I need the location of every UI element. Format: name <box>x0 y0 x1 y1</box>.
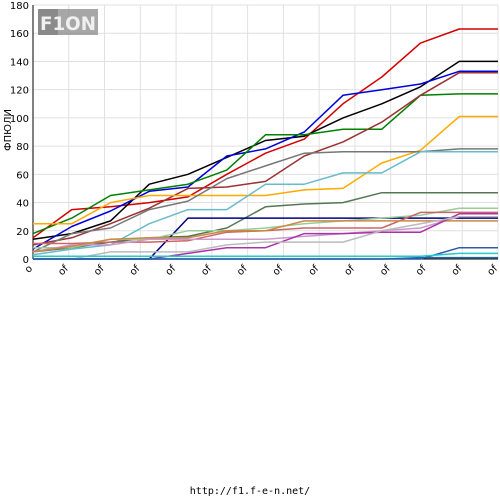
x-tick-label: of <box>378 263 393 278</box>
x-tick-label: of <box>450 263 465 278</box>
y-tick-label: 160 <box>10 29 29 40</box>
series-line-18 <box>33 252 498 257</box>
y-tick-label: 80 <box>16 142 29 153</box>
series-line-13 <box>32 215 498 253</box>
x-tick-label: of <box>164 263 179 278</box>
x-tick-label: of <box>271 263 286 278</box>
x-tick-label: of <box>56 263 71 278</box>
y-tick-labels: 0 20 40 60 80 100 120 140 160 180 <box>10 1 29 266</box>
series-line-1 <box>32 28 498 239</box>
logo-text: F1ON <box>40 13 96 35</box>
y-tick-label: 120 <box>10 86 29 97</box>
x-tick-label: of <box>199 263 214 278</box>
y-tick-label: 0 <box>23 255 29 266</box>
y-tick-label: 180 <box>10 1 29 12</box>
y-tick-label: 60 <box>16 170 29 181</box>
series-line-19 <box>33 256 498 260</box>
series-line-5 <box>32 71 498 246</box>
x-tick-label: of <box>486 263 500 278</box>
x-tick-label: of <box>92 263 107 278</box>
series-line-14 <box>32 220 498 253</box>
x-tick-label: of <box>414 263 429 278</box>
y-tick-label: 40 <box>16 199 29 210</box>
f1-logo: F1ON <box>38 9 98 35</box>
x-tick-label: of <box>235 263 250 278</box>
y-tick-label: 140 <box>10 57 29 68</box>
x-tick-label: of <box>128 263 143 278</box>
series-line-16 <box>33 215 498 260</box>
series-line-2 <box>32 60 498 240</box>
series-group <box>32 28 498 260</box>
x-tick-labels: o of of of of of of of of of of of of of <box>23 263 500 278</box>
series-line-3 <box>32 70 498 250</box>
footer-url: http://f1.f-e-n.net/ <box>189 486 311 497</box>
series-line-6 <box>33 115 498 225</box>
x-tick-label: of <box>342 263 357 278</box>
x-tick-label: of <box>307 263 322 278</box>
y-tick-label: 20 <box>16 227 29 238</box>
x-tick-label: o <box>23 263 35 275</box>
y-tick-label: 100 <box>10 114 29 125</box>
y-axis-label: ФПЮЛИ <box>3 109 14 151</box>
